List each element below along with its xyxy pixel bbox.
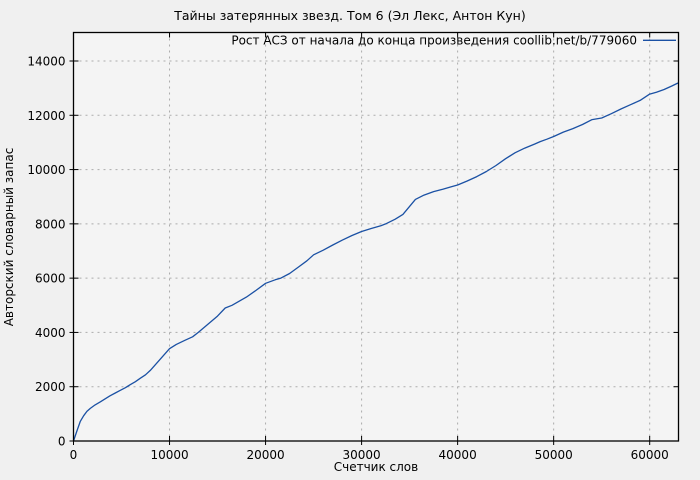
series-curve bbox=[72, 82, 679, 442]
y-tick-label: 4000 bbox=[35, 326, 66, 340]
legend: Рост АСЗ от начала до конца произведения… bbox=[231, 34, 676, 48]
plot-area bbox=[73, 32, 679, 441]
plot-border bbox=[72, 31, 680, 442]
x-tick-label: 60000 bbox=[631, 448, 669, 462]
y-tick-label: 12000 bbox=[27, 109, 65, 123]
data-series-line bbox=[72, 82, 679, 442]
x-tick-label: 20000 bbox=[246, 448, 284, 462]
y-tick-labels: 0 2000 4000 6000 8000 10000 12000 14000 bbox=[27, 55, 65, 449]
y-tick-label: 0 bbox=[58, 435, 66, 449]
x-tick-label: 30000 bbox=[343, 448, 381, 462]
axis-ticks bbox=[69, 32, 679, 445]
gridlines bbox=[73, 32, 679, 441]
x-tick-label: 10000 bbox=[150, 448, 188, 462]
chart-title: Тайны затерянных звезд. Том 6 (Эл Лекс, … bbox=[173, 8, 525, 23]
y-tick-label: 6000 bbox=[35, 272, 66, 286]
y-axis-label: Авторский словарный запас bbox=[2, 148, 16, 327]
x-axis-label: Счетчик слов bbox=[334, 460, 418, 474]
legend-label: Рост АСЗ от начала до конца произведения… bbox=[231, 34, 637, 48]
y-tick-label: 8000 bbox=[35, 217, 66, 231]
y-tick-label: 14000 bbox=[27, 55, 65, 69]
x-tick-label: 50000 bbox=[535, 448, 573, 462]
x-tick-label: 0 bbox=[70, 448, 78, 462]
y-tick-label: 10000 bbox=[27, 163, 65, 177]
y-tick-label: 2000 bbox=[35, 380, 66, 394]
x-tick-labels: 0 10000 20000 30000 40000 50000 60000 bbox=[70, 448, 669, 462]
x-tick-label: 40000 bbox=[439, 448, 477, 462]
